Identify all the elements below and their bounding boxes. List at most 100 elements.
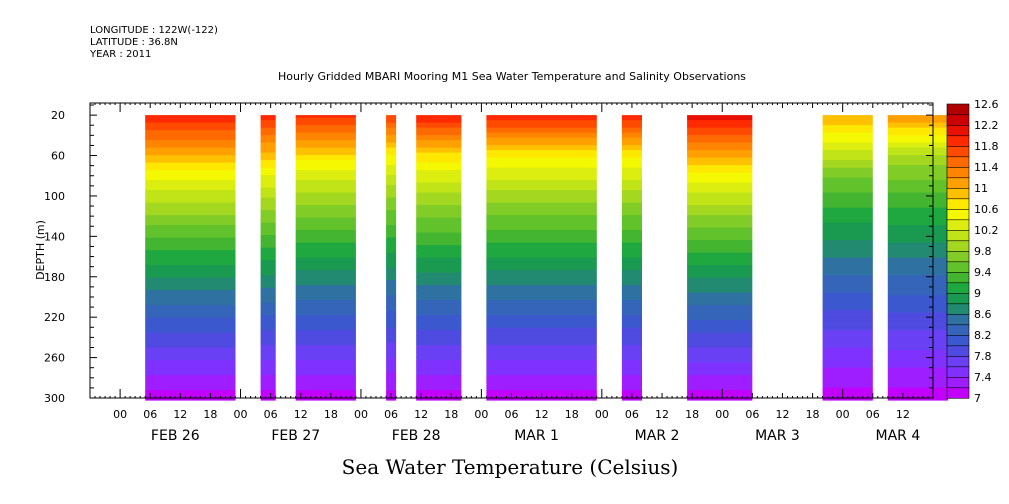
heatmap-cell xyxy=(621,192,642,196)
heatmap-cell xyxy=(486,287,597,291)
heatmap-cell xyxy=(621,232,642,236)
heatmap-cell xyxy=(260,380,276,384)
heatmap-cell xyxy=(486,305,597,309)
heatmap-cell xyxy=(621,310,642,314)
heatmap-cell xyxy=(822,217,873,221)
heatmap-cell xyxy=(887,355,948,359)
heatmap-cell xyxy=(416,230,462,234)
y-tick-label: 260 xyxy=(44,352,65,365)
heatmap-cell xyxy=(386,205,397,209)
heatmap-cell xyxy=(386,132,397,136)
heatmap-cell xyxy=(621,355,642,359)
heatmap-cell xyxy=(687,247,753,251)
heatmap-cell xyxy=(145,345,236,349)
heatmap-cell xyxy=(295,287,356,291)
heatmap-cell xyxy=(621,210,642,214)
heatmap-cell xyxy=(822,250,873,254)
heatmap-cell xyxy=(295,147,356,151)
heatmap-cell xyxy=(145,292,236,296)
heatmap-cell xyxy=(416,147,462,151)
heatmap-cell xyxy=(822,290,873,294)
heatmap-cell xyxy=(386,235,397,239)
heatmap-cell xyxy=(145,227,236,231)
y-tick-label: 220 xyxy=(44,311,65,324)
heatmap-cell xyxy=(621,372,642,376)
heatmap-cell xyxy=(145,247,236,251)
heatmap-cell xyxy=(386,117,397,121)
heatmap-cell xyxy=(687,232,753,236)
heatmap-cell xyxy=(822,130,873,134)
heatmap-cell xyxy=(145,175,236,179)
heatmap-cell xyxy=(295,260,356,264)
heatmap-cell xyxy=(887,117,948,121)
heatmap-cell xyxy=(822,265,873,269)
heatmap-cell xyxy=(145,212,236,216)
x-hour-label: 06 xyxy=(384,408,398,421)
heatmap-cell xyxy=(486,252,597,256)
heatmap-cell xyxy=(145,357,236,361)
heatmap-cell xyxy=(145,362,236,366)
heatmap-cell xyxy=(145,305,236,309)
heatmap-cell xyxy=(295,115,356,119)
heatmap-cell xyxy=(621,177,642,181)
heatmap-cell xyxy=(621,335,642,339)
heatmap-cell xyxy=(822,325,873,329)
heatmap-cell xyxy=(687,350,753,354)
heatmap-cell xyxy=(295,272,356,276)
heatmap-cell xyxy=(416,127,462,131)
heatmap-cell xyxy=(386,150,397,154)
heatmap-cell xyxy=(145,392,236,396)
heatmap-cell xyxy=(295,270,356,274)
heatmap-cell xyxy=(887,302,948,306)
heatmap-cell xyxy=(486,267,597,271)
heatmap-cell xyxy=(416,342,462,346)
heatmap-cell xyxy=(887,377,948,381)
heatmap-cell xyxy=(887,382,948,386)
heatmap-cell xyxy=(145,142,236,146)
heatmap-cell xyxy=(260,252,276,256)
heatmap-cell xyxy=(386,167,397,171)
heatmap-cell xyxy=(386,382,397,386)
heatmap-cell xyxy=(486,147,597,151)
heatmap-cell xyxy=(822,117,873,121)
heatmap-cell xyxy=(295,160,356,164)
colorbar-legend: 7 7.4 7.8 8.2 8.6 9 9.4 9.8 10.2 10.6 11 11.4 11.8 12… xyxy=(946,98,999,405)
heatmap-cell xyxy=(822,262,873,266)
heatmap-cell xyxy=(621,382,642,386)
heatmap-cell xyxy=(386,320,397,324)
heatmap-cell xyxy=(887,335,948,339)
heatmap-cell xyxy=(621,207,642,211)
heatmap-cell xyxy=(145,185,236,189)
heatmap-cell xyxy=(621,365,642,369)
heatmap-cell xyxy=(416,305,462,309)
heatmap-cell xyxy=(416,187,462,191)
heatmap-cell xyxy=(295,282,356,286)
heatmap-cell xyxy=(822,275,873,279)
heatmap-cell xyxy=(386,375,397,379)
heatmap-cell xyxy=(295,305,356,309)
data-segment xyxy=(416,115,462,401)
heatmap-cell xyxy=(822,155,873,159)
heatmap-cell xyxy=(145,375,236,379)
heatmap-cell xyxy=(295,320,356,324)
heatmap-cell xyxy=(621,170,642,174)
heatmap-cell xyxy=(621,292,642,296)
heatmap-cell xyxy=(416,237,462,241)
heatmap-cell xyxy=(260,125,276,129)
heatmap-cell xyxy=(145,272,236,276)
heatmap-cell xyxy=(621,285,642,289)
heatmap-cell xyxy=(386,140,397,144)
heatmap-cell xyxy=(822,125,873,129)
heatmap-cell xyxy=(260,120,276,124)
heatmap-cell xyxy=(295,202,356,206)
heatmap-cell xyxy=(416,377,462,381)
heatmap-cell xyxy=(295,332,356,336)
heatmap-cell xyxy=(486,245,597,249)
heatmap-cell xyxy=(386,367,397,371)
heatmap-cell xyxy=(386,222,397,226)
heatmap-cell xyxy=(386,220,397,224)
latitude-label: LATITUDE : 36.8N xyxy=(90,37,178,48)
heatmap-cell xyxy=(887,142,948,146)
heatmap-cell xyxy=(687,337,753,341)
heatmap-cell xyxy=(145,140,236,144)
